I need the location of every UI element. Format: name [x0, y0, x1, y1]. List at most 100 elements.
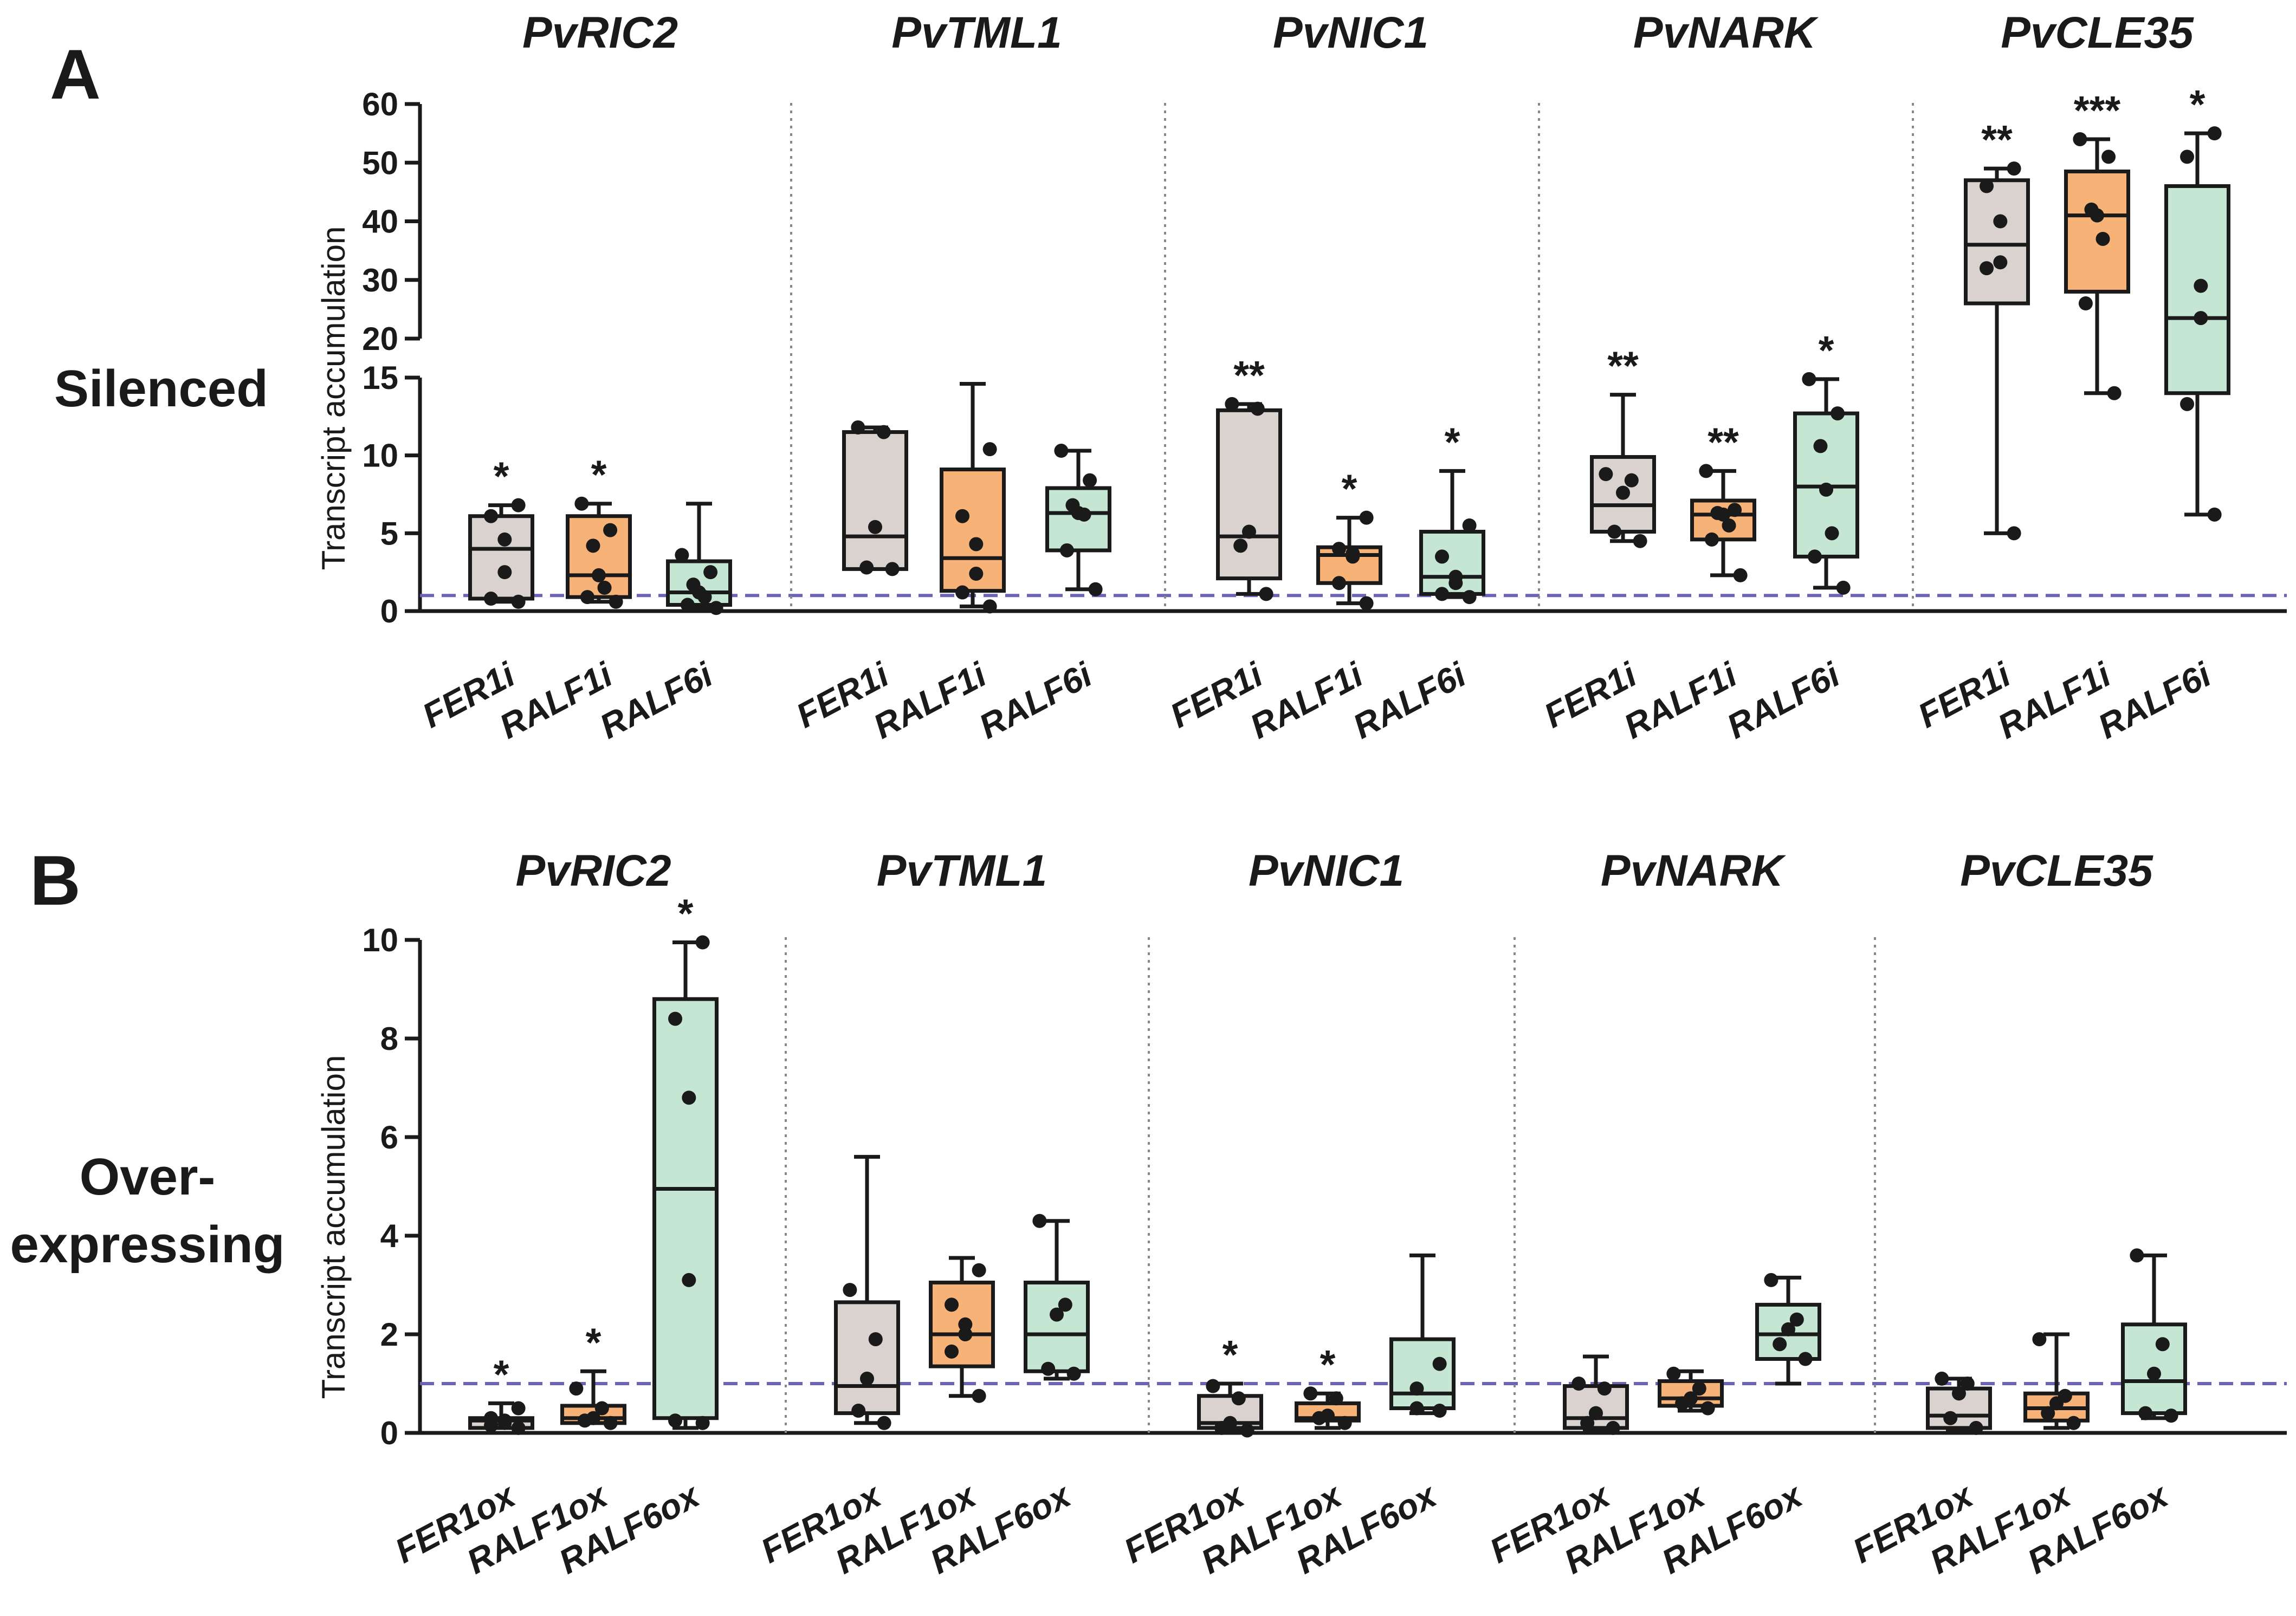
data-point — [1781, 1322, 1795, 1336]
box — [2064, 169, 2130, 294]
data-point — [2073, 132, 2087, 146]
panel-a-plot: 0510152030405060PvRIC2*FER1i*RALF1iRALF6… — [362, 8, 2287, 747]
gene-title-pvnic1: PvNIC1 — [1273, 8, 1428, 57]
data-point — [2095, 231, 2110, 246]
significance-marker: ** — [1607, 343, 1639, 388]
data-point — [969, 567, 984, 581]
data-point — [1969, 1420, 1983, 1435]
significance-marker: * — [494, 1352, 509, 1397]
data-point — [1807, 549, 1822, 564]
significance-marker: * — [1320, 1342, 1336, 1387]
data-point — [1083, 473, 1097, 488]
data-point — [497, 532, 512, 547]
data-point — [686, 577, 701, 592]
panel-b-plot: 0246810PvRIC2*FER1ox*RALF1ox*RALF6oxPvTM… — [362, 846, 2287, 1581]
x-category-label: RALF1i — [1244, 654, 1370, 746]
gene-title-pvcle35: PvCLE35 — [1960, 846, 2153, 895]
data-point — [603, 523, 618, 537]
panel-b-letter: B — [30, 841, 81, 920]
data-point — [1813, 439, 1828, 453]
data-point — [1633, 534, 1647, 548]
data-point — [972, 1388, 986, 1403]
box — [1389, 1337, 1456, 1411]
data-point — [1231, 1391, 1246, 1406]
gene-title-pvtml1: PvTML1 — [877, 846, 1047, 895]
data-point — [2007, 526, 2021, 541]
box — [940, 468, 1006, 593]
data-point — [1065, 498, 1080, 512]
data-point — [1580, 1416, 1595, 1430]
data-point — [2180, 150, 2195, 164]
data-point — [1432, 1404, 1447, 1418]
data-point — [1409, 1381, 1424, 1396]
y-tick-label: 5 — [380, 515, 398, 551]
data-point — [1599, 467, 1613, 482]
data-point — [682, 1091, 696, 1105]
data-point — [1088, 582, 1103, 596]
data-point — [1607, 524, 1622, 539]
x-category-label: RALF1i — [1991, 654, 2118, 746]
box — [1755, 1302, 1821, 1361]
y-tick-label: 30 — [362, 262, 398, 298]
data-point — [972, 1263, 986, 1277]
panel-a-y-axis-title: Transcript accumulation — [315, 226, 352, 570]
data-point — [1616, 485, 1630, 500]
panel-b-y-axis-title: Transcript accumulation — [315, 1055, 352, 1399]
data-point — [511, 594, 526, 609]
data-point — [2007, 161, 2021, 176]
significance-marker: * — [1223, 1332, 1238, 1377]
significance-marker: * — [1342, 466, 1357, 511]
data-point — [885, 562, 900, 576]
data-point — [969, 537, 984, 551]
significance-marker: * — [1445, 419, 1460, 464]
panel-b-condition-label-line1: Over- — [80, 1148, 216, 1206]
x-category-label: RALF6i — [973, 654, 1099, 746]
data-point — [668, 1413, 683, 1428]
data-point — [945, 1297, 959, 1312]
data-point — [1041, 1361, 1056, 1376]
data-point — [1303, 1386, 1318, 1401]
data-point — [1597, 1381, 1612, 1396]
data-point — [1233, 538, 1248, 553]
data-point — [2058, 1388, 2072, 1403]
y-tick-label: 10 — [362, 438, 398, 474]
data-point — [511, 498, 526, 512]
data-point — [695, 1416, 710, 1430]
data-point — [1666, 1366, 1681, 1381]
data-point — [2207, 126, 2222, 141]
box — [834, 1300, 900, 1416]
data-point — [1692, 1381, 1706, 1396]
x-category-label: RALF6i — [593, 654, 720, 746]
data-point — [1571, 1377, 1586, 1391]
data-point — [2107, 386, 2122, 400]
data-point — [609, 594, 623, 609]
data-point — [1952, 1386, 1966, 1401]
data-point — [1722, 518, 1736, 533]
significance-marker: * — [591, 452, 607, 497]
panel-b-condition-label-line2: expressing — [10, 1216, 285, 1274]
data-point — [1250, 401, 1265, 416]
data-point — [511, 1420, 526, 1435]
data-point — [1206, 1379, 1220, 1393]
data-point — [1329, 1391, 1343, 1406]
gene-title-pvnic1: PvNIC1 — [1249, 846, 1404, 895]
data-point — [1066, 1366, 1081, 1381]
data-point — [2164, 1409, 2178, 1423]
y-tick-label: 4 — [380, 1218, 399, 1254]
box — [468, 514, 534, 601]
significance-marker: * — [494, 454, 509, 499]
significance-marker: ** — [1233, 353, 1265, 398]
data-point — [1346, 546, 1360, 561]
y-tick-label: 40 — [362, 204, 398, 240]
data-point — [668, 1011, 683, 1026]
data-point — [586, 538, 600, 553]
data-point — [851, 420, 865, 434]
significance-marker: * — [586, 1320, 602, 1365]
significance-marker: * — [1819, 328, 1834, 373]
data-point — [955, 585, 970, 600]
data-point — [982, 599, 997, 614]
data-point — [1710, 505, 1725, 520]
data-point — [1359, 596, 1374, 611]
data-point — [1242, 524, 1256, 539]
data-point — [1259, 587, 1273, 601]
